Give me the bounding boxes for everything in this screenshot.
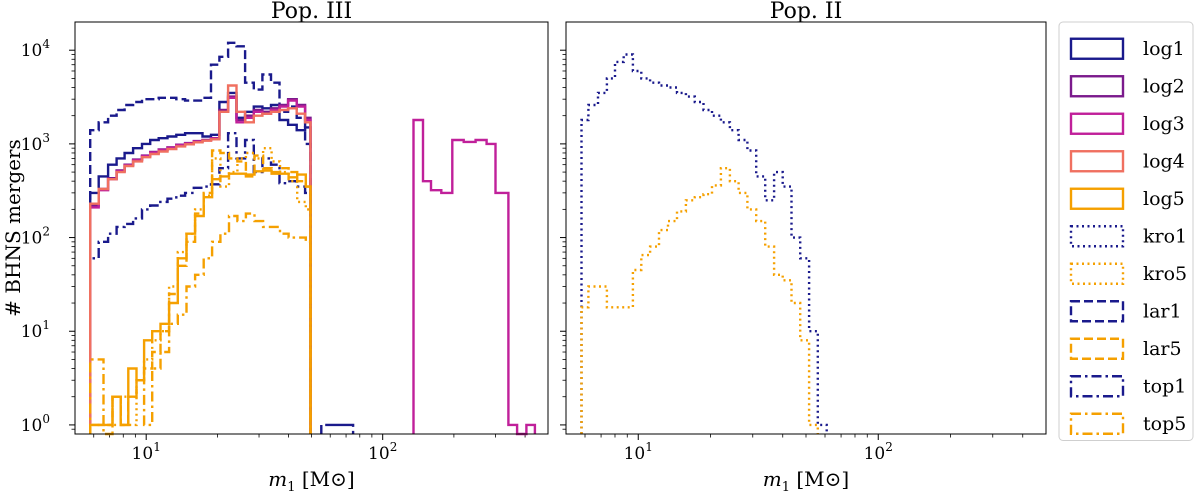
y-tick-label: 100 <box>21 412 50 436</box>
series-group <box>89 41 537 436</box>
x-axis-label: m1 [M⊙] <box>268 467 354 494</box>
legend-swatch <box>1069 187 1125 210</box>
plot-frame <box>74 21 549 435</box>
y-tick-label: 101 <box>21 318 50 342</box>
series-log1 <box>89 91 312 434</box>
legend-label: log2 <box>1143 75 1185 97</box>
legend-swatch <box>1069 112 1125 135</box>
legend-label: log4 <box>1143 150 1185 172</box>
legend-label: log5 <box>1143 188 1185 210</box>
legend-item: log2 <box>1069 75 1185 98</box>
x-tick-label: 101 <box>624 440 653 464</box>
legend-label: lar1 <box>1143 300 1182 322</box>
legend-swatch <box>1069 225 1125 248</box>
series-log2 <box>89 95 312 434</box>
y-tick-label: 102 <box>21 225 50 249</box>
legend-swatch <box>1069 375 1125 398</box>
y-axis-label: # BHNS mergers <box>1 139 25 317</box>
panel-pop-ii: 101 102 Pop. II m1 [M⊙] <box>560 0 1047 494</box>
legend-swatch <box>1069 300 1125 323</box>
x-axis-label: m1 [M⊙] <box>763 467 849 494</box>
legend-item: log4 <box>1069 150 1185 173</box>
legend-item: log1 <box>1069 37 1185 60</box>
x-tick-label: 102 <box>864 440 893 464</box>
series-top1 <box>89 132 312 434</box>
legend-label: log1 <box>1143 38 1185 60</box>
legend-item: top1 <box>1069 375 1186 398</box>
minor-ticks <box>562 54 1024 438</box>
legend-swatch <box>1069 37 1125 60</box>
series-log3-high <box>412 118 537 436</box>
series-log4 <box>89 84 312 434</box>
legend-swatch <box>1069 150 1125 173</box>
legend-swatch <box>1069 412 1125 435</box>
legend-item: kro1 <box>1069 225 1187 248</box>
legend-item: top5 <box>1069 412 1186 435</box>
legend-item: lar5 <box>1069 337 1182 360</box>
legend-swatch <box>1069 337 1125 360</box>
legend-label: kro1 <box>1143 225 1187 247</box>
chart-title: Pop. II <box>770 0 843 24</box>
legend-item: log3 <box>1069 112 1185 135</box>
legend-item: lar1 <box>1069 300 1182 323</box>
plot-frame <box>565 21 1047 435</box>
legend-item: log5 <box>1069 187 1185 210</box>
y-tick-label: 103 <box>21 131 50 155</box>
legend-label: log3 <box>1143 113 1185 135</box>
legend: log1 log2 log3 log4 log5 kro1 kro5 lar1 lar5 top1… <box>1058 21 1194 441</box>
y-tick-label: 104 <box>21 37 51 61</box>
legend-label: top1 <box>1143 375 1186 397</box>
series-group <box>580 53 828 434</box>
series-log3 <box>89 96 312 434</box>
legend-label: top5 <box>1143 413 1186 435</box>
legend-swatch <box>1069 75 1125 98</box>
series-kro1 <box>580 53 828 434</box>
series-top5 <box>89 212 312 436</box>
legend-label: lar5 <box>1143 338 1182 360</box>
series-top1-tail <box>320 423 355 434</box>
chart-title: Pop. III <box>271 0 352 24</box>
series-kro5 <box>89 147 312 434</box>
series-lar1 <box>89 41 312 434</box>
legend-swatch <box>1069 262 1125 285</box>
series-lar5 <box>89 149 312 434</box>
legend-item: kro5 <box>1069 262 1187 285</box>
legend-label: kro5 <box>1143 263 1187 285</box>
series-kro5 <box>580 167 819 434</box>
x-tick-label: 101 <box>132 440 161 464</box>
panel-pop-iii: 101 102 100 101 102 103 104 Pop. III m1 [M⊙] # BH… <box>1 0 549 494</box>
minor-ticks <box>71 54 526 438</box>
x-tick-label: 102 <box>368 440 397 464</box>
legend-box <box>1058 21 1194 441</box>
